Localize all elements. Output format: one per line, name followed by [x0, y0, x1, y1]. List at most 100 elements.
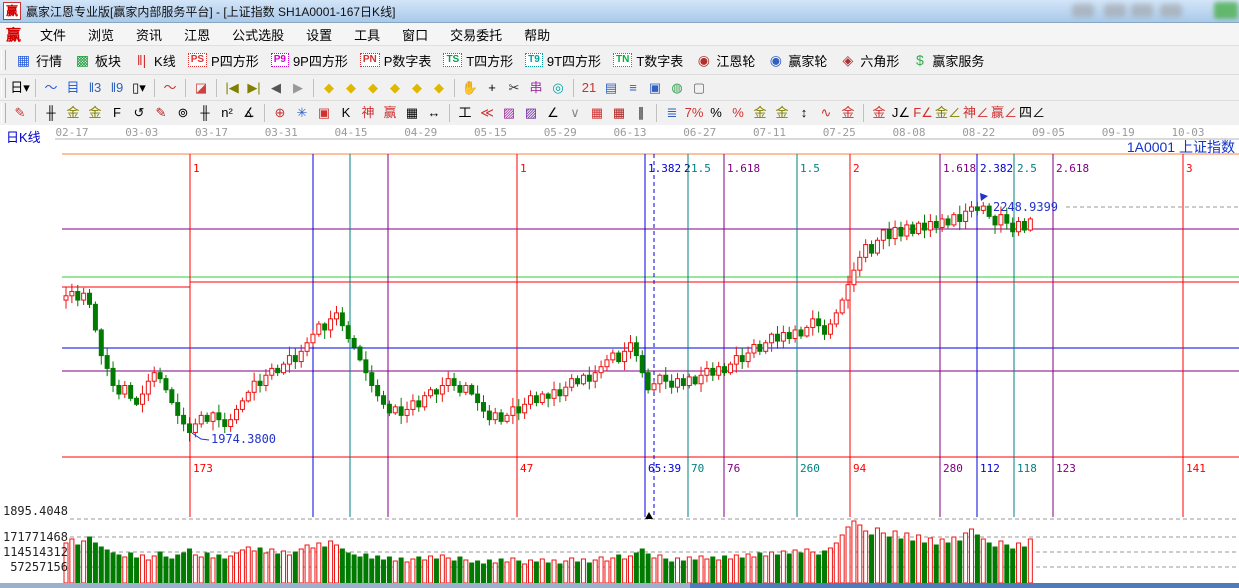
four-angle-tool[interactable]: 四∠: [1019, 105, 1046, 120]
angle-lines-tool[interactable]: ∠: [547, 105, 559, 120]
bars-scale-tool[interactable]: ≣: [666, 105, 678, 120]
last-bar-button[interactable]: ▶|: [247, 79, 261, 95]
day-period-dropdown[interactable]: 日▾: [10, 79, 30, 95]
red-fan-tool[interactable]: ≪: [480, 105, 494, 120]
f-angle-tool[interactable]: F∠: [913, 105, 933, 120]
menu-item-帮助[interactable]: 帮助: [524, 27, 551, 43]
menu-item-工具[interactable]: 工具: [354, 27, 381, 43]
toolbar-button-gann-wheel[interactable]: ◉ 江恩轮: [692, 50, 758, 71]
gann-grid-tool[interactable]: 串: [529, 79, 543, 95]
diamond-star-icon[interactable]: ◆: [412, 79, 422, 95]
diamond-arrow-left-icon[interactable]: ◆: [324, 79, 334, 95]
toolbar-button-p-square[interactable]: PS P四方形: [185, 50, 262, 71]
prev-bar-button[interactable]: ◀: [271, 79, 281, 95]
red-pen-tool[interactable]: ✎: [14, 105, 26, 120]
hand-tool[interactable]: ✋: [461, 79, 479, 95]
toolbar-button-9p-square[interactable]: P9 9P四方形: [268, 50, 351, 71]
window-arrange-icon[interactable]: 〜: [44, 79, 58, 95]
bottom-scrollbar[interactable]: [0, 583, 1239, 588]
ying-grid-tool[interactable]: 赢: [383, 105, 397, 120]
toolbar-button-winner-wheel[interactable]: ◉ 赢家轮: [764, 50, 830, 71]
purple-box-tool[interactable]: ▨: [524, 105, 538, 120]
j-angle-tool[interactable]: J∠: [891, 105, 911, 120]
angle-a-tool[interactable]: ∡: [243, 105, 255, 120]
close-button[interactable]: [1214, 2, 1238, 19]
red-box-grid-tool[interactable]: ▣: [317, 105, 331, 120]
red-pen-2-tool[interactable]: ✎: [155, 105, 167, 120]
menu-item-文件[interactable]: 文件: [40, 27, 67, 43]
titlebar[interactable]: 赢 赢家江恩专业版[赢家内部服务平台] - [上证指数 SH1A0001-167…: [0, 0, 1239, 23]
menu-item-设置[interactable]: 设置: [306, 27, 333, 43]
percent-7-tool[interactable]: 7%: [684, 105, 704, 120]
calculator-icon[interactable]: ▤: [604, 79, 618, 95]
calendar-21-icon[interactable]: 21: [581, 79, 597, 95]
toolbar-button-t-number-table[interactable]: TN T数字表: [610, 50, 686, 71]
toolbar-button-winner-service[interactable]: $ 赢家服务: [908, 50, 987, 71]
star-burst-tool[interactable]: ✳: [296, 105, 308, 120]
computer-icon[interactable]: ▢: [692, 79, 706, 95]
circle-3-tool[interactable]: ⊚: [177, 105, 189, 120]
menu-item-窗口[interactable]: 窗口: [402, 27, 429, 43]
gold-underline-tool[interactable]: 金: [872, 105, 886, 120]
diamond-arrow-both-icon[interactable]: ◆: [368, 79, 378, 95]
dotted-v-tool[interactable]: ∨: [570, 105, 580, 120]
menu-item-交易委托[interactable]: 交易委托: [450, 27, 503, 43]
notepad-icon[interactable]: ≡: [629, 79, 637, 95]
toolbar-button-t-square[interactable]: TS T四方形: [440, 50, 516, 71]
maximize-button[interactable]: [1160, 4, 1182, 17]
gold-circle-tool[interactable]: 金: [753, 105, 767, 120]
candle-style-dropdown[interactable]: ▯▾: [132, 79, 146, 95]
f-grid-tool[interactable]: F: [113, 105, 121, 120]
gold-red-lines-tool[interactable]: 金: [841, 105, 855, 120]
scrollbar-thumb[interactable]: [0, 583, 690, 588]
width-arrows-tool[interactable]: ↔: [427, 105, 441, 120]
percent-line-tool[interactable]: %: [732, 105, 744, 120]
titlebar-button-2[interactable]: [1104, 4, 1126, 17]
bars-9-icon[interactable]: ‖9: [110, 79, 124, 95]
first-bar-button[interactable]: |◀: [225, 79, 239, 95]
dollar-updown-tool[interactable]: ↕: [800, 105, 808, 120]
menu-item-公式选股[interactable]: 公式选股: [232, 27, 285, 43]
next-bar-button[interactable]: ▶: [293, 79, 303, 95]
chart-canvas[interactable]: 02-17 03-03 03-17 03-31 04-15 04-29 05-15 05-29…: [0, 125, 1239, 588]
flag-chart-icon[interactable]: ◪: [194, 79, 208, 95]
fan-box-tool[interactable]: ▨: [502, 105, 516, 120]
info-panel-icon[interactable]: 目: [66, 79, 80, 95]
shen-grid-tool[interactable]: 神: [361, 105, 375, 120]
red-grid-a-tool[interactable]: ▦: [590, 105, 604, 120]
grid-tool[interactable]: ╫: [46, 105, 56, 120]
titlebar-button-1[interactable]: [1072, 4, 1094, 17]
minimize-button[interactable]: [1131, 4, 1153, 17]
cut-line-tool[interactable]: ✂: [508, 79, 520, 95]
menu-item-江恩[interactable]: 江恩: [184, 27, 211, 43]
multi-window-icon[interactable]: 〜: [163, 79, 177, 95]
gold-angle-tool[interactable]: 金∠: [935, 105, 962, 120]
shen-angle-tool[interactable]: 神∠: [963, 105, 990, 120]
numbered-grid-tool[interactable]: ▦: [405, 105, 419, 120]
chart-region[interactable]: 日K线 1A0001 上证指数 02-17 03-03 03-17 03-31 04-1…: [0, 125, 1239, 588]
spiral-grid-tool[interactable]: ↺: [133, 105, 145, 120]
target-tool[interactable]: ⊕: [274, 105, 286, 120]
toolbar-button-p-number-table[interactable]: PN P数字表: [357, 50, 435, 71]
beam-tool[interactable]: 工: [458, 105, 472, 120]
save-icon[interactable]: ▣: [648, 79, 662, 95]
menu-item-浏览[interactable]: 浏览: [88, 27, 115, 43]
wide-grid-tool[interactable]: ╫: [200, 105, 210, 120]
diamond-expand-icon[interactable]: ◆: [434, 79, 444, 95]
toolbar-button-quotes[interactable]: ▦ 行情: [12, 50, 65, 71]
toolbar-button-sectors[interactable]: ▩ 板块: [71, 50, 124, 71]
toolbar-grip[interactable]: [1, 103, 6, 123]
diamond-cross-icon[interactable]: ◆: [390, 79, 400, 95]
wave-tool[interactable]: ∿: [820, 105, 832, 120]
toolbar-button-hexagon[interactable]: ◈ 六角形: [836, 50, 902, 71]
parallel-lines-tool[interactable]: ∥: [637, 105, 645, 120]
k-quote-tool[interactable]: Κ: [341, 105, 351, 120]
crosshair-tool[interactable]: +: [488, 79, 496, 95]
ying-angle-tool[interactable]: 赢∠: [991, 105, 1018, 120]
n2-grid-tool[interactable]: n²: [221, 105, 233, 120]
network-icon[interactable]: ◍: [671, 79, 683, 95]
cycle-tool[interactable]: ◎: [552, 79, 564, 95]
menu-item-资讯[interactable]: 资讯: [136, 27, 163, 43]
gold-lines-tool[interactable]: 金: [775, 105, 789, 120]
gold-grid-2-tool[interactable]: 金: [88, 105, 102, 120]
